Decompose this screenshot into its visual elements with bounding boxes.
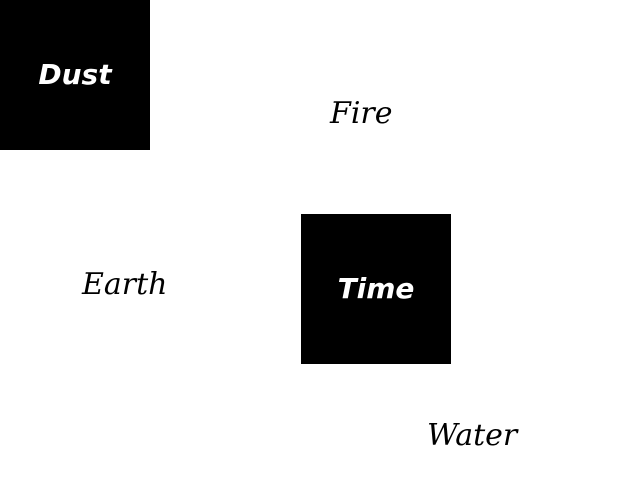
fire-label: Fire [330, 96, 393, 131]
dust-label: Dust [38, 58, 112, 91]
water-label: Water [427, 418, 518, 453]
earth-label: Earth [82, 267, 168, 302]
dust-box: Dust [0, 0, 150, 150]
time-label: Time [337, 272, 415, 305]
time-box: Time [301, 214, 451, 364]
